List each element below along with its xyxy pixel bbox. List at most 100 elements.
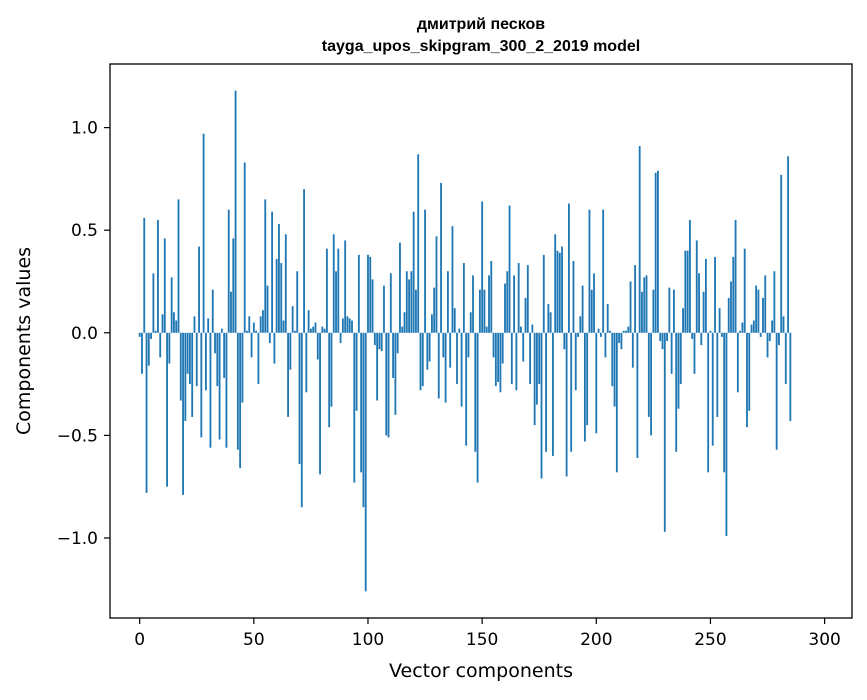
bar <box>275 258 278 333</box>
bar <box>773 271 776 333</box>
x-tick-label: 0 <box>134 630 145 650</box>
bar <box>451 226 454 333</box>
x-axis-label: Vector components <box>389 660 573 682</box>
bar <box>636 332 639 458</box>
bar <box>732 256 735 333</box>
bar <box>545 332 547 452</box>
bar <box>150 332 153 339</box>
bar <box>679 332 682 385</box>
bar <box>262 310 264 333</box>
bar <box>720 332 723 337</box>
bar <box>335 271 337 333</box>
bar <box>481 201 484 333</box>
bar <box>647 332 650 417</box>
bar <box>787 156 789 333</box>
bar <box>542 254 545 333</box>
bar <box>663 332 666 532</box>
bar <box>287 332 289 417</box>
bar <box>734 219 737 333</box>
x-tick-label: 200 <box>580 630 612 650</box>
bar <box>223 332 226 378</box>
bar <box>371 279 374 333</box>
bar <box>625 330 627 333</box>
bar <box>291 306 294 333</box>
bar <box>586 332 589 426</box>
bar <box>268 332 271 344</box>
bar <box>613 332 616 407</box>
bar <box>145 332 148 493</box>
bar <box>581 285 584 333</box>
bar <box>460 332 463 407</box>
bar <box>750 324 753 333</box>
bar <box>410 271 413 333</box>
bar <box>435 236 438 333</box>
bar <box>762 297 764 333</box>
bar <box>686 250 689 333</box>
bar <box>259 316 262 333</box>
bar <box>579 316 582 333</box>
x-tick-label: 100 <box>352 630 384 650</box>
bar <box>433 287 436 333</box>
y-axis: −1.0 −0.5 0.0 0.5 1.0 <box>57 119 110 549</box>
bar <box>143 217 146 333</box>
bar <box>141 332 143 374</box>
bar <box>723 332 726 473</box>
plot-area-frame <box>109 63 853 619</box>
bar <box>198 246 200 333</box>
bar <box>303 189 305 333</box>
bar <box>440 183 442 333</box>
bar <box>346 316 349 333</box>
bar <box>748 332 751 411</box>
bar <box>193 316 196 333</box>
bar <box>599 332 602 337</box>
bar <box>567 203 570 333</box>
bar <box>296 271 299 333</box>
bar <box>305 332 308 393</box>
bar <box>157 219 159 333</box>
bar <box>590 289 593 333</box>
bar <box>673 289 675 333</box>
bar <box>177 199 180 333</box>
bar <box>563 332 566 350</box>
x-axis: 0 50 100 150 200 250 300 <box>134 618 841 650</box>
bar <box>182 332 184 495</box>
bar <box>513 275 516 333</box>
bars-group <box>138 90 792 592</box>
bar <box>216 332 219 387</box>
bar <box>446 271 449 333</box>
bar <box>310 328 312 333</box>
bar <box>214 332 216 354</box>
bar <box>209 332 212 448</box>
bar <box>188 332 191 385</box>
bar <box>373 332 376 346</box>
bar <box>497 332 500 383</box>
bar <box>684 250 687 333</box>
bar <box>396 332 399 354</box>
bar <box>547 304 550 333</box>
bar <box>458 328 461 333</box>
bar <box>556 250 559 333</box>
bar <box>405 271 408 333</box>
bar <box>474 332 477 452</box>
bar <box>577 332 579 337</box>
bar <box>652 289 655 333</box>
bar <box>376 332 379 401</box>
bar <box>574 332 577 391</box>
bar <box>161 314 164 333</box>
bar <box>312 326 315 333</box>
bar <box>426 332 429 370</box>
bar <box>771 320 774 333</box>
bar <box>488 275 490 333</box>
bar <box>232 238 235 333</box>
chart-subtitle: tayga_upos_skipgram_300_2_2019 model <box>322 38 640 55</box>
bar <box>483 289 486 333</box>
bar <box>392 332 395 378</box>
bar <box>704 258 707 333</box>
bar <box>695 240 698 333</box>
bar <box>362 332 365 508</box>
bar <box>399 242 401 333</box>
bar <box>668 287 671 333</box>
bar <box>501 332 504 364</box>
bar <box>339 332 342 344</box>
bar <box>716 332 719 417</box>
